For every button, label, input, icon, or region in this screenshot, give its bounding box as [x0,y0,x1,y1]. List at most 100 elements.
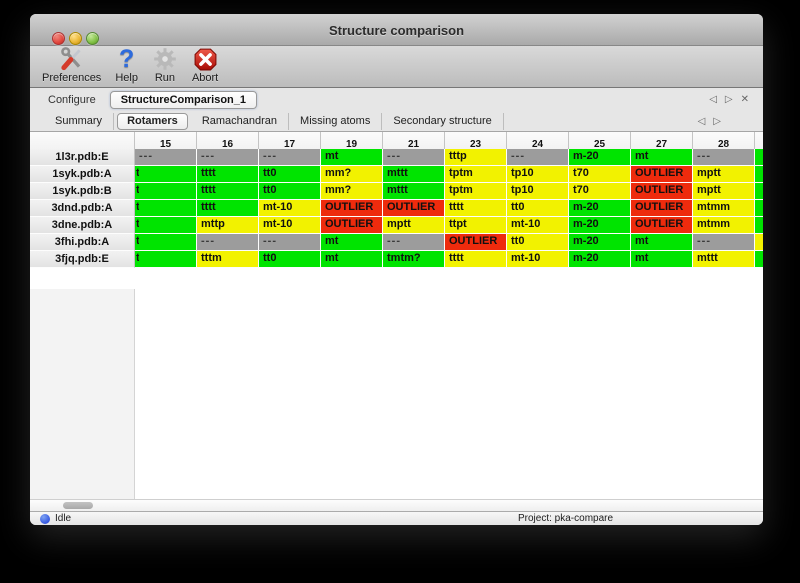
rotamer-cell[interactable]: --- [197,149,259,166]
rotamer-cell[interactable]: tmtm? [383,251,445,268]
tab-rotamers[interactable]: Rotamers [117,113,188,130]
rotamer-cell[interactable]: m-20 [569,200,631,217]
rotamer-cell[interactable]: m-20 [569,234,631,251]
rotamer-cell[interactable]: --- [383,149,445,166]
rotamer-cell[interactable]: OUTLIER [321,200,383,217]
help-button[interactable]: ? Help [115,46,138,86]
rotamer-cell[interactable]: OUTLIER [321,217,383,234]
rotamer-cell[interactable]: mttt [383,166,445,183]
rotamer-cell[interactable]: tp10 [507,166,569,183]
row-label[interactable]: 3fjq.pdb:E [30,251,135,268]
minimize-button[interactable] [69,32,82,45]
rotamer-cell[interactable]: m-20 [569,149,631,166]
abort-button[interactable]: Abort [192,46,218,86]
rotamer-cell[interactable]: OUTLIER [631,166,693,183]
rotamer-cell[interactable]: tt0 [507,234,569,251]
rotamer-cell[interactable]: m-20 [569,217,631,234]
rotamer-cell[interactable]: --- [259,234,321,251]
tab-secondary-structure[interactable]: Secondary structure [382,113,504,130]
rotamer-cell[interactable]: mptt [383,217,445,234]
rotamer-cell[interactable]: OUTLIER [445,234,507,251]
rotamer-cell[interactable]: mtmm [693,217,755,234]
configure-prev-button[interactable]: ◁ [709,94,717,105]
rotamer-cell[interactable]: mt-10 [259,200,321,217]
rotamer-cell[interactable]: OUTLIER [631,217,693,234]
tabs-next-button[interactable]: ▷ [713,115,721,127]
row-label[interactable]: 3fhi.pdb:A [30,234,135,251]
run-button[interactable]: Run [152,46,178,86]
rotamer-cell[interactable]: mttp [197,217,259,234]
rotamer-cell[interactable]: ttpt [445,217,507,234]
rotamer-cell-partial[interactable] [755,200,763,217]
rotamer-cell[interactable]: mptt [693,183,755,200]
rotamer-cell[interactable]: mt-10 [507,217,569,234]
tab-summary[interactable]: Summary [44,113,115,130]
rotamer-cell[interactable]: tttt [445,200,507,217]
row-label[interactable]: 3dnd.pdb:A [30,200,135,217]
rotamer-cell[interactable]: mt [631,234,693,251]
rotamer-cell[interactable]: mttt [383,183,445,200]
rotamer-cell[interactable]: tptm [445,166,507,183]
titlebar[interactable]: Structure comparison [30,14,763,46]
rotamer-cell[interactable]: mttt [693,251,755,268]
rotamer-cell[interactable]: mt [321,251,383,268]
configure-close-button[interactable]: ✕ [740,94,749,105]
rotamer-cell[interactable]: mtmm [693,200,755,217]
rotamer-cell[interactable]: t70 [569,166,631,183]
rotamer-cell[interactable]: tttt [197,200,259,217]
rotamer-cell[interactable]: mt [321,149,383,166]
rotamer-cell[interactable]: tt0 [259,251,321,268]
rotamer-cell[interactable]: tttt [197,183,259,200]
rotamer-cell-partial[interactable] [755,234,763,251]
rotamer-cell[interactable]: --- [197,234,259,251]
rotamer-cell[interactable]: mt-10 [507,251,569,268]
rotamer-cell[interactable]: --- [507,149,569,166]
rotamer-cell[interactable]: t [135,217,197,234]
rotamer-cell[interactable]: tttm [197,251,259,268]
row-label[interactable]: 1syk.pdb:B [30,183,135,200]
rotamer-cell[interactable]: mptt [693,166,755,183]
rotamer-cell[interactable]: t [135,183,197,200]
rotamer-cell[interactable]: --- [135,149,197,166]
rotamer-cell[interactable]: mm? [321,183,383,200]
rotamer-cell[interactable]: mt [631,149,693,166]
rotamer-cell[interactable]: tt0 [259,183,321,200]
rotamer-cell[interactable]: tttt [197,166,259,183]
zoom-button[interactable] [86,32,99,45]
close-button[interactable] [52,32,65,45]
preferences-button[interactable]: Preferences [42,46,101,86]
rotamer-cell-partial[interactable] [755,149,763,166]
configure-next-button[interactable]: ▷ [724,94,733,105]
rotamer-cell[interactable]: mm? [321,166,383,183]
rotamer-cell[interactable]: tttp [445,149,507,166]
rotamer-cell[interactable]: mt [321,234,383,251]
rotamer-cell-partial[interactable] [755,166,763,183]
rotamer-cell[interactable]: --- [259,149,321,166]
rotamer-cell[interactable]: tt0 [507,200,569,217]
rotamer-cell[interactable]: t [135,251,197,268]
tab-missing-atoms[interactable]: Missing atoms [289,113,383,130]
tab-ramachandran[interactable]: Ramachandran [191,113,290,130]
rotamer-cell-partial[interactable] [755,251,763,268]
rotamer-cell-partial[interactable] [755,217,763,234]
rotamer-cell[interactable]: --- [693,149,755,166]
row-label[interactable]: 1l3r.pdb:E [30,149,135,166]
configure-tab[interactable]: StructureComparison_1 [109,91,258,109]
rotamer-cell[interactable]: mt [631,251,693,268]
rotamer-cell[interactable]: --- [693,234,755,251]
row-label[interactable]: 1syk.pdb:A [30,166,135,183]
row-label[interactable]: 3dne.pdb:A [30,217,135,234]
rotamer-cell[interactable]: tttt [445,251,507,268]
tabs-prev-button[interactable]: ◁ [697,115,706,127]
rotamer-cell[interactable]: --- [383,234,445,251]
rotamer-cell[interactable]: OUTLIER [631,200,693,217]
rotamer-cell[interactable]: t70 [569,183,631,200]
rotamer-cell[interactable]: t [135,234,197,251]
rotamer-cell[interactable]: m-20 [569,251,631,268]
rotamer-cell[interactable]: tp10 [507,183,569,200]
scrollbar-thumb[interactable] [63,502,93,509]
rotamer-cell[interactable]: t [135,200,197,217]
rotamer-cell[interactable]: t [135,166,197,183]
rotamer-cell[interactable]: OUTLIER [383,200,445,217]
rotamer-cell-partial[interactable] [755,183,763,200]
